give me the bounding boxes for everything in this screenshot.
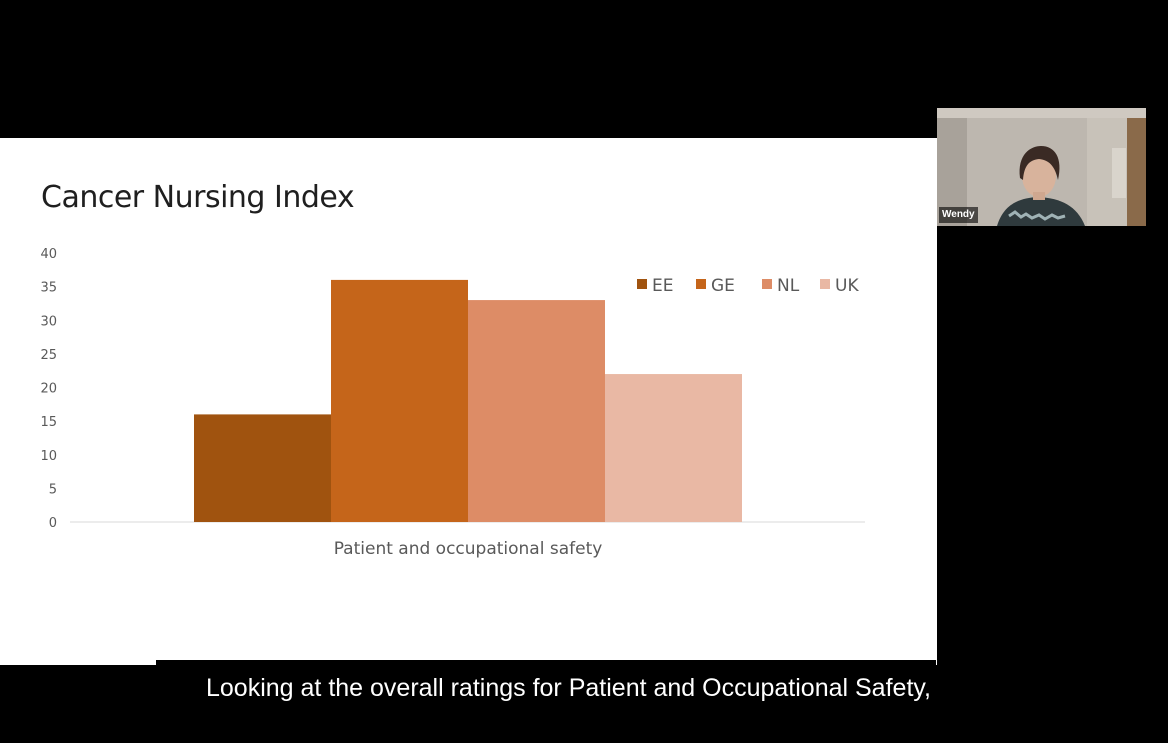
participant-name-label: Wendy — [939, 207, 978, 223]
legend-label-nl: NL — [777, 276, 800, 296]
legend-label-uk: UK — [835, 276, 859, 296]
y-axis-ticks: 0 5 10 15 20 25 30 35 40 — [40, 247, 57, 531]
legend-swatch-ee — [637, 279, 647, 289]
live-caption: Looking at the overall ratings for Patie… — [206, 674, 931, 702]
caption-top-strip — [156, 660, 936, 666]
y-tick-label: 30 — [40, 314, 57, 329]
y-tick-label: 40 — [40, 247, 57, 262]
shared-slide: Cancer Nursing Index 0 5 10 15 20 25 30 35 40 Pa… — [0, 138, 937, 665]
bar-nl — [468, 300, 605, 522]
x-axis-labels: Patient and occupational safety — [334, 539, 603, 559]
chart-legend: EE GE NL UK — [637, 276, 859, 296]
y-tick-label: 25 — [40, 348, 57, 363]
legend-label-ge: GE — [711, 276, 735, 296]
bar-chart: 0 5 10 15 20 25 30 35 40 Patient and occupationa… — [40, 247, 865, 559]
y-tick-label: 5 — [49, 482, 57, 497]
y-tick-label: 20 — [40, 382, 57, 397]
legend-swatch-uk — [820, 279, 830, 289]
bar-ge — [331, 279, 468, 522]
bar-ee — [194, 414, 331, 522]
legend-swatch-ge — [696, 279, 706, 289]
y-tick-label: 0 — [49, 516, 57, 531]
legend-swatch-nl — [762, 279, 772, 289]
y-tick-label: 15 — [40, 415, 57, 430]
participant-video-feed — [937, 108, 1146, 226]
participant-video-tile[interactable]: Wendy — [937, 108, 1146, 226]
slide-title: Cancer Nursing Index — [41, 180, 355, 215]
y-tick-label: 35 — [40, 281, 57, 296]
bar-group — [194, 279, 742, 522]
y-tick-label: 10 — [40, 449, 57, 464]
x-category-label: Patient and occupational safety — [334, 539, 603, 559]
legend-label-ee: EE — [652, 276, 673, 296]
bar-uk — [605, 374, 742, 522]
